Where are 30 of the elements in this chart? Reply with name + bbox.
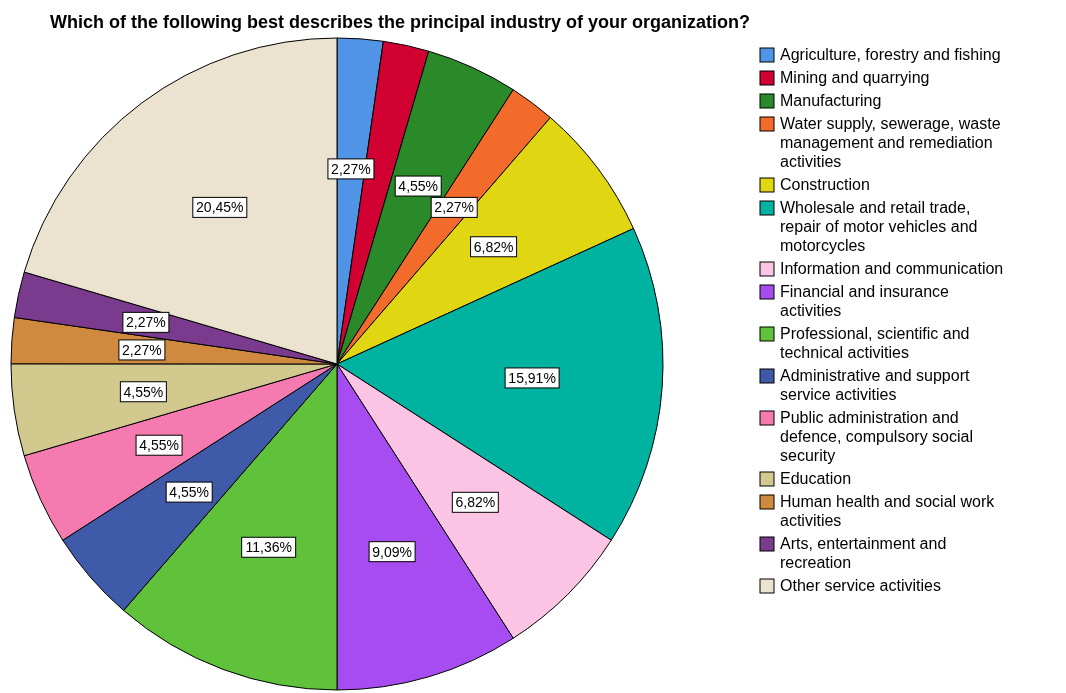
legend-label: Human health and social work activities	[780, 493, 996, 529]
data-label: 2,27%	[122, 341, 162, 358]
legend-label: Administrative and support service activities	[780, 367, 970, 403]
legend-label: Construction	[780, 176, 870, 193]
legend-label: Agriculture, forestry and fishing	[780, 46, 1001, 63]
legend-label: Wholesale and retail trade, repair of motor vehicles and motorcycles	[780, 199, 978, 254]
legend-label: Education	[780, 470, 852, 487]
data-label: 4,55%	[139, 437, 179, 454]
data-label: 15,91%	[508, 369, 556, 386]
chart-title: Which of the following best describes the principal industry of your organization?	[49, 12, 751, 32]
legend-label: Information and communication	[780, 260, 1004, 277]
data-label: 2,27%	[126, 314, 166, 331]
data-label: 6,82%	[455, 494, 496, 511]
legend-label: Other service activities	[780, 577, 941, 594]
legend-label: Mining and quarrying	[780, 69, 930, 86]
data-label: 4,55%	[398, 178, 439, 195]
data-label: 20,45%	[196, 199, 244, 216]
data-label: 9,09%	[372, 543, 412, 560]
legend-label: Professional, scientific and technical activities	[780, 325, 970, 361]
data-label: 11,36%	[245, 539, 292, 556]
legend-label: Public administration and defence, compulsory social security	[780, 409, 973, 464]
legend-label: Manufacturing	[780, 92, 882, 109]
data-label: 2,27%	[434, 199, 475, 216]
data-label: 4,55%	[169, 484, 210, 501]
legend-label: Financial and insurance activities	[780, 283, 950, 319]
data-label: 6,82%	[473, 238, 514, 255]
legend-label: Water supply, sewerage, waste management and remediation activities	[780, 115, 1001, 170]
data-label: 4,55%	[123, 383, 164, 400]
data-label: 2,27%	[331, 160, 371, 177]
legend-label: Arts, entertainment and recreation	[780, 535, 947, 571]
